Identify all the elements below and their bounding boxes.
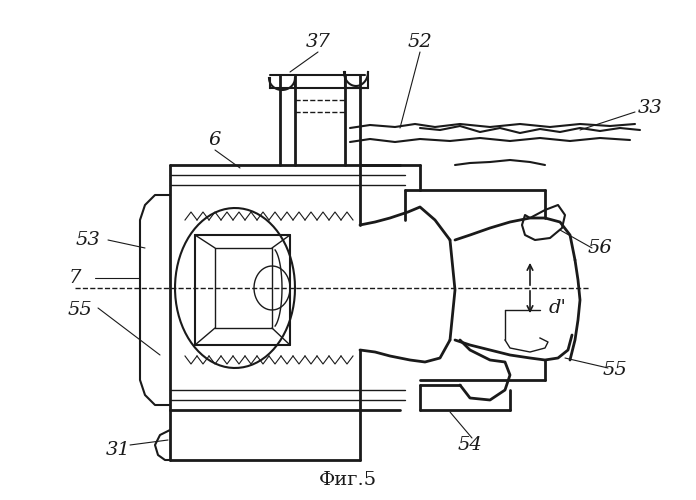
Text: 56: 56	[587, 239, 612, 257]
Text: Фиг.5: Фиг.5	[319, 471, 377, 489]
Text: 54: 54	[458, 436, 482, 454]
Text: 7: 7	[69, 269, 81, 287]
Text: 37: 37	[306, 33, 331, 51]
Text: 55: 55	[603, 361, 627, 379]
Text: 53: 53	[76, 231, 100, 249]
Text: 55: 55	[68, 301, 93, 319]
Text: 6: 6	[209, 131, 221, 149]
Text: 52: 52	[408, 33, 432, 51]
Text: 31: 31	[106, 441, 130, 459]
Text: 33: 33	[638, 99, 663, 117]
Text: d': d'	[549, 299, 567, 317]
